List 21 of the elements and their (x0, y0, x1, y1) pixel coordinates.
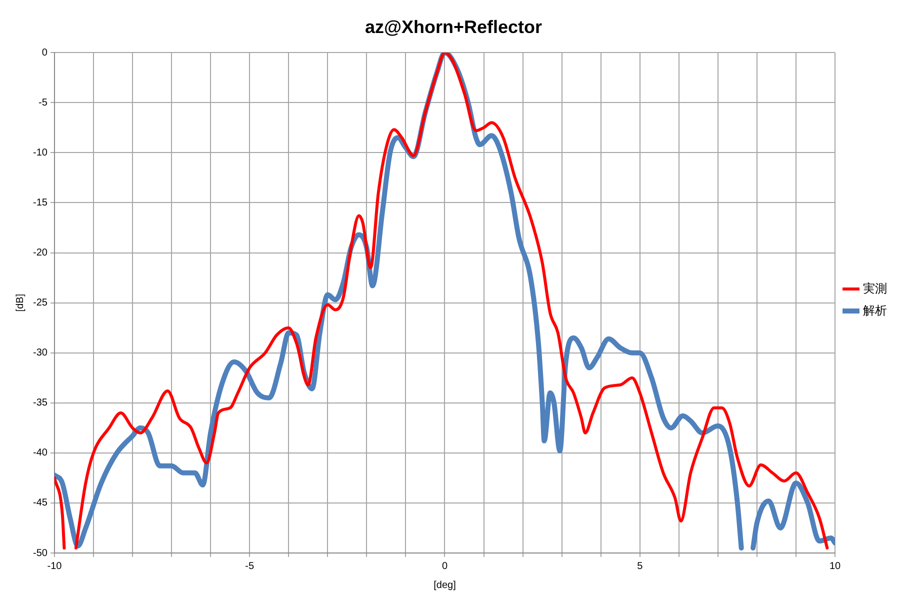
y-axis-title: [dB] (14, 294, 26, 312)
legend-label: 実測 (863, 281, 887, 296)
y-tick-label: 0 (42, 47, 48, 58)
x-tick-label: -5 (245, 560, 254, 572)
y-tick-label: -45 (33, 498, 48, 509)
x-axis-title: [deg] (434, 580, 456, 591)
x-tick-label: 0 (442, 560, 448, 572)
y-tick-label: -25 (33, 298, 48, 309)
y-tick-label: -50 (33, 548, 48, 559)
y-tick-label: -20 (33, 248, 48, 259)
chart-title: az@Xhorn+Reflector (364, 16, 542, 37)
y-tick-label: -15 (33, 197, 48, 208)
y-tick-label: -30 (33, 348, 48, 359)
y-tick-label: -40 (33, 448, 48, 459)
x-tick-label: -10 (47, 560, 62, 572)
legend-label: 解析 (863, 303, 887, 318)
y-tick-label: -10 (33, 147, 48, 158)
y-tick-label: -35 (33, 398, 48, 409)
y-tick-label: -5 (38, 97, 48, 108)
x-tick-label: 5 (637, 560, 644, 572)
x-tick-label: 10 (829, 560, 841, 572)
